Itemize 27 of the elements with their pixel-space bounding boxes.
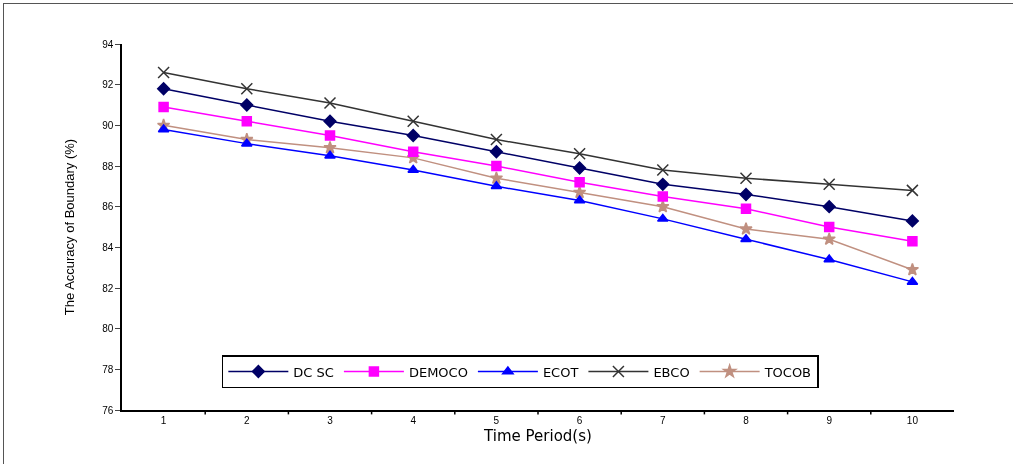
y-tick-label: 90 [102, 119, 114, 131]
x-tick-label: 2 [244, 414, 251, 426]
y-tick-label: 88 [102, 160, 114, 172]
x-tick-label: 7 [660, 414, 667, 426]
y-axis-title: The Accuracy of Boundary (%) [61, 138, 77, 316]
y-tick-label: 82 [102, 282, 114, 294]
x-tick-label: 5 [493, 414, 500, 426]
legend-label: DEMOCO [408, 364, 468, 380]
y-tick-label: 80 [102, 323, 114, 335]
x-tick-label: 6 [576, 414, 583, 426]
y-tick-label: 86 [102, 201, 114, 213]
legend-label: ECOT [542, 364, 579, 380]
x-tick-label: 3 [327, 414, 334, 426]
x-tick-label: 4 [410, 414, 417, 426]
y-tick-label: 94 [102, 38, 114, 50]
x-tick-label: 9 [826, 414, 833, 426]
legend-label: DC SC [293, 364, 334, 380]
y-tick-label: 76 [102, 404, 114, 416]
x-tick-label: 1 [160, 414, 167, 426]
y-tick-label: 78 [102, 363, 114, 375]
x-tick-label: 10 [906, 414, 919, 426]
y-tick-label: 84 [102, 241, 114, 253]
legend-label: TOCOB [763, 364, 812, 380]
y-tick-label: 92 [102, 79, 114, 91]
legend-label: EBCO [653, 364, 690, 380]
x-tick-label: 8 [743, 414, 750, 426]
x-axis-title: Time Period(s) [483, 427, 592, 446]
